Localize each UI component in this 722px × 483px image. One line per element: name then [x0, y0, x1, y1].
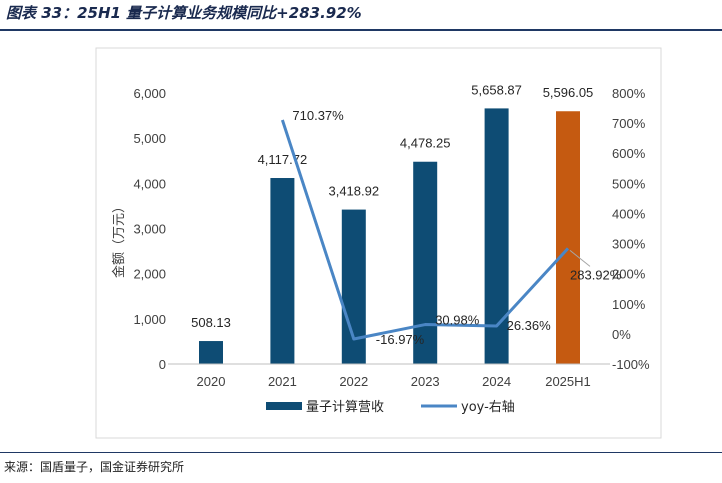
revenue-bar-label: 3,418.92 — [328, 184, 379, 199]
right-tick-label: 600% — [612, 146, 646, 161]
revenue-bar — [556, 111, 580, 364]
revenue-bar-label: 5,596.05 — [543, 85, 594, 100]
right-tick-label: 200% — [612, 267, 646, 282]
yoy-label: 26.36% — [507, 318, 552, 333]
left-tick-label: 1,000 — [133, 312, 166, 327]
right-tick-label: 500% — [612, 176, 646, 191]
yoy-label: 283.92% — [570, 267, 622, 282]
yoy-line-series — [280, 119, 570, 341]
revenue-bar-label: 4,117.72 — [258, 152, 308, 167]
category-tick-label: 2025H1 — [545, 374, 591, 389]
left-tick-label: 2,000 — [133, 267, 166, 282]
revenue-bar-label: 4,478.25 — [400, 136, 451, 151]
page-title: 图表 33：25H1 量子计算业务规模同比+283.92% — [6, 4, 362, 22]
right-tick-label: 700% — [612, 116, 646, 131]
revenue-bar — [484, 108, 509, 364]
revenue-bar-label: 508.13 — [191, 315, 231, 330]
category-tick-label: 2022 — [339, 374, 368, 389]
right-axis: -100% 0% 100% 200% 300% 400% 500% 600% 700% 800% — [612, 86, 650, 372]
left-tick-label: 0 — [159, 357, 166, 372]
yoy-label: 710.37% — [292, 108, 344, 123]
yoy-leader-line — [569, 250, 591, 267]
legend-label-revenue: 量子计算营收 — [306, 400, 384, 415]
left-tick-label: 6,000 — [133, 86, 166, 101]
revenue-bar — [413, 161, 438, 364]
category-axis: 2020 2021 2022 2023 2024 2025H1 — [197, 374, 591, 389]
legend: 量子计算营收 yoy-右轴 — [266, 400, 515, 415]
revenue-bar — [270, 178, 295, 364]
category-tick-label: 2020 — [197, 374, 226, 389]
bar-series — [199, 108, 580, 364]
category-tick-label: 2024 — [482, 374, 511, 389]
title-rule — [0, 29, 722, 31]
right-tick-label: 300% — [612, 237, 646, 252]
yoy-label: 30.98% — [435, 313, 480, 328]
left-tick-label: 5,000 — [133, 131, 166, 146]
revenue-bar — [341, 209, 366, 364]
legend-label-yoy: yoy-右轴 — [461, 400, 515, 415]
left-tick-label: 3,000 — [133, 222, 166, 237]
bar-labels: 508.13 4,117.72 3,418.92 4,478.25 5,658.87 5,… — [191, 82, 593, 330]
y-axis-label: 金额（万元） — [111, 200, 126, 278]
source-rule — [0, 452, 722, 453]
yoy-line — [280, 119, 570, 341]
right-tick-label: -100% — [612, 357, 650, 372]
legend-swatch-bar — [266, 402, 302, 410]
source-note: 来源：国盾量子，国金证券研究所 — [4, 460, 185, 474]
yoy-labels: 710.37% -16.97% 30.98% 26.36% 283.92% — [292, 108, 621, 347]
yoy-label: -16.97% — [376, 332, 425, 347]
category-tick-label: 2023 — [411, 374, 440, 389]
left-axis: 0 1,000 2,000 3,000 4,000 5,000 6,000 — [133, 86, 166, 372]
revenue-bar — [199, 341, 223, 364]
revenue-bar-label: 5,658.87 — [471, 82, 522, 97]
right-tick-label: 0% — [612, 327, 631, 342]
right-tick-label: 400% — [612, 206, 646, 221]
left-tick-label: 4,000 — [133, 176, 166, 191]
category-tick-label: 2021 — [268, 374, 297, 389]
right-tick-label: 100% — [612, 297, 646, 312]
right-tick-label: 800% — [612, 86, 646, 101]
